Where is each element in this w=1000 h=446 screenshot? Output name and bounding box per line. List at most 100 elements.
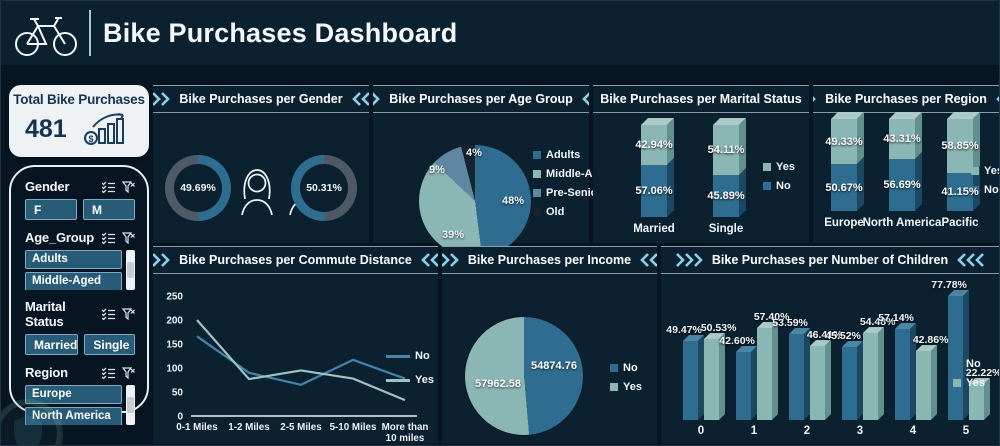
clear-filter-icon[interactable] [122, 231, 135, 244]
region-columns: 49.33% 50.67% Europe 43.31% 56.69% North… [824, 119, 979, 229]
region-option[interactable]: North America [25, 407, 122, 425]
legend-item: Yes [386, 374, 434, 386]
slicer-label-gender: Gender [25, 179, 70, 194]
stacked-column[interactable]: 54.11% 45.89% Single [707, 125, 745, 235]
category-label: Married [633, 223, 675, 235]
bar-group[interactable]: 53.59% 46.41% 2 [772, 317, 843, 437]
legend-item: Old [533, 206, 612, 218]
category-label: 1 [750, 425, 758, 437]
chart-panel-number-of-children: Bike Purchases per Number of Children 49… [661, 246, 999, 444]
stacked-column[interactable]: 42.94% 57.06% Married [633, 125, 675, 235]
header: Bike Purchases Dashboard [1, 1, 999, 65]
legend-item: Pre-Seniors [533, 187, 612, 199]
legend-item: Yes [763, 161, 795, 173]
scrollbar[interactable] [126, 250, 135, 290]
stacked-column[interactable]: 49.33% 50.67% Europe [824, 119, 864, 229]
legend-label: No [776, 180, 791, 192]
category-label: 5 [962, 425, 970, 437]
age-group-pie[interactable] [419, 145, 531, 257]
stacked-column[interactable]: 43.31% 56.69% North America [863, 119, 941, 229]
kpi-card: Total Bike Purchases 481 $ [9, 85, 149, 157]
chevrons-right-icon [675, 253, 703, 267]
clear-filter-icon[interactable] [122, 180, 135, 193]
marital-status-option-button[interactable]: Married [25, 334, 79, 355]
commute-line-chart[interactable]: 0 50 100 150 200 250 0-1 Miles 1-2 Miles 2-5 Mil… [155, 278, 431, 445]
region-list: Europe North America [25, 385, 135, 425]
chart-title-bar: Bike Purchases per Commute Distance [153, 247, 438, 274]
clear-filter-icon[interactable] [122, 308, 135, 320]
svg-text:0: 0 [177, 412, 183, 423]
legend-chip [953, 360, 962, 368]
legend-item: Adults [533, 149, 612, 161]
gender-option-button[interactable]: M [83, 199, 135, 220]
chevrons-right-icon [813, 96, 816, 102]
legend-label: No [966, 358, 981, 370]
chart-title-bar: Bike Purchases per Income [442, 247, 657, 274]
region-legend: Yes No [971, 165, 999, 196]
chart-title: Bike Purchases per Region [825, 92, 987, 106]
slicer-label-region: Region [25, 365, 68, 380]
chart-title: Bike Purchases per Gender [179, 92, 343, 106]
children-bar-groups: 49.47% 50.53% 0 42.60% 57.40% 1 53.59% 4… [666, 278, 1000, 437]
category-label: 4 [909, 425, 917, 437]
category-label: 2 [803, 425, 811, 437]
legend-item: No [953, 358, 985, 370]
income-pie[interactable] [464, 316, 584, 436]
bar-group[interactable]: 45.52% 54.48% 3 [825, 315, 896, 437]
scrollbar[interactable] [126, 385, 135, 425]
category-label: 3 [856, 425, 864, 437]
bar-group[interactable]: 57.14% 42.86% 4 [878, 311, 949, 437]
chevrons-left-icon [640, 253, 657, 267]
svg-text:250: 250 [166, 292, 183, 303]
legend-label: Pre-Seniors [546, 187, 608, 199]
legend-chip [971, 186, 979, 194]
bar-group[interactable]: 42.60% 57.40% 1 [719, 311, 790, 437]
age-group-option[interactable]: Adults [25, 250, 122, 269]
list-check-icon[interactable] [102, 232, 115, 244]
category-label: North America [862, 217, 942, 229]
chart-title: Bike Purchases per Marital Status [600, 92, 802, 106]
legend-chip [533, 208, 541, 216]
list-check-icon[interactable] [102, 308, 115, 320]
legend-item: No [386, 350, 434, 362]
bar-group[interactable]: 49.47% 50.53% 0 [666, 322, 737, 437]
list-check-icon[interactable] [102, 181, 115, 193]
gender-option-button[interactable]: F [25, 199, 77, 220]
chart-title: Bike Purchases per Commute Distance [179, 253, 412, 267]
kpi-value: 481 [25, 114, 67, 143]
pie-slice-label: 48% [501, 195, 525, 207]
female-donut[interactable]: 49.69% [165, 155, 231, 221]
category-label: 0 [697, 425, 705, 437]
chevrons-right-icon [373, 92, 381, 106]
header-divider [89, 10, 91, 56]
marital-status-option-button[interactable]: Single [84, 334, 135, 355]
slicer-label-marital-status: Marital Status [25, 299, 66, 329]
bar-group[interactable]: 77.78% 22.22% 5 [931, 278, 1000, 437]
chart-title-bar: Bike Purchases per Region [813, 86, 999, 113]
marital-columns: 42.94% 57.06% Married 54.11% 45.89% Sing… [633, 125, 745, 235]
age-group-option[interactable]: Middle-Aged [25, 272, 122, 290]
stacked-column[interactable]: 58.85% 41.15% Pacific [941, 119, 979, 229]
svg-text:0-1 Miles: 0-1 Miles [176, 422, 218, 433]
bicycle-icon [15, 17, 77, 56]
legend-chip [763, 163, 771, 171]
legend-label: No [415, 350, 430, 362]
clear-filter-icon[interactable] [122, 366, 135, 379]
chart-title-bar: Bike Purchases per Marital Status [593, 86, 809, 113]
pie-slice-label: 4% [466, 147, 482, 159]
legend-label: Adults [546, 149, 581, 161]
list-check-icon[interactable] [102, 367, 115, 379]
income-no-value: 54874.76 [531, 360, 577, 372]
legend-item: No [610, 362, 642, 374]
chevrons-left-icon [351, 92, 369, 106]
male-donut[interactable]: 50.31% [291, 155, 357, 221]
region-option[interactable]: Europe [25, 385, 122, 404]
marital-legend: Yes No [763, 161, 795, 192]
chevrons-left-icon [421, 253, 438, 267]
legend-label: Yes [623, 381, 642, 393]
slicer-label-age-group: Age_Group [25, 230, 94, 245]
legend-label: Old [546, 206, 565, 218]
